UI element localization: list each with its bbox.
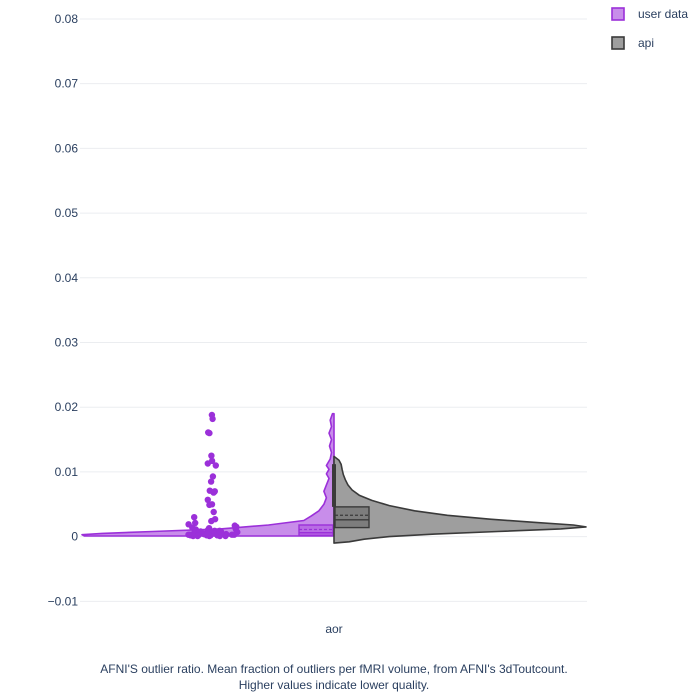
data-point [206,501,213,509]
data-point [206,429,213,437]
y-tick-label: 0.02 [55,400,79,414]
data-point [209,415,216,423]
y-tick-label: −0.01 [48,594,79,608]
legend-item-api[interactable]: api [611,36,654,50]
data-point [185,531,192,538]
caption-line-2: Higher values indicate lower quality. [238,678,430,692]
y-tick-label: 0.07 [55,77,79,91]
y-tick-label: 0.04 [55,271,79,285]
violin-api [333,455,587,544]
caption: AFNI'S outlier ratio. Mean fraction of o… [0,661,668,693]
y-tick-label: 0.05 [55,206,79,220]
data-point [207,478,215,485]
legend-label: user data [638,7,688,21]
data-point [209,473,217,480]
data-point [204,496,211,503]
legend-swatch [611,7,625,21]
data-point [208,517,215,525]
data-point [204,460,211,467]
x-tick-label: aor [325,622,342,636]
data-point [204,530,211,538]
violin-user-data [81,412,335,537]
y-axis: −0.01 0 0.01 0.02 0.03 0.04 0.05 0.06 0.07 0.08 [48,12,79,608]
data-point [194,532,201,540]
plot-area [81,411,587,544]
y-tick-label: 0.08 [55,12,79,26]
legend-item-user-data[interactable]: user data [611,7,688,21]
whisker-api [332,464,336,507]
data-point [228,531,236,538]
legend-swatch [611,36,625,50]
data-point [208,452,215,459]
y-tick-label: 0 [71,530,78,544]
y-tick-label: 0.03 [55,336,79,350]
data-point [216,527,223,534]
legend-label: api [638,36,654,50]
y-tick-label: 0.01 [55,465,79,479]
caption-line-1: AFNI'S outlier ratio. Mean fraction of o… [100,662,568,676]
x-axis: aor [325,622,342,636]
y-tick-label: 0.06 [55,141,79,155]
legend[interactable]: user data api [611,7,688,50]
data-point [191,514,198,521]
box-user-data [298,524,334,537]
data-point [212,462,219,469]
data-point [210,508,217,516]
data-point [192,519,199,527]
box-api [334,506,370,529]
data-point [210,489,217,496]
